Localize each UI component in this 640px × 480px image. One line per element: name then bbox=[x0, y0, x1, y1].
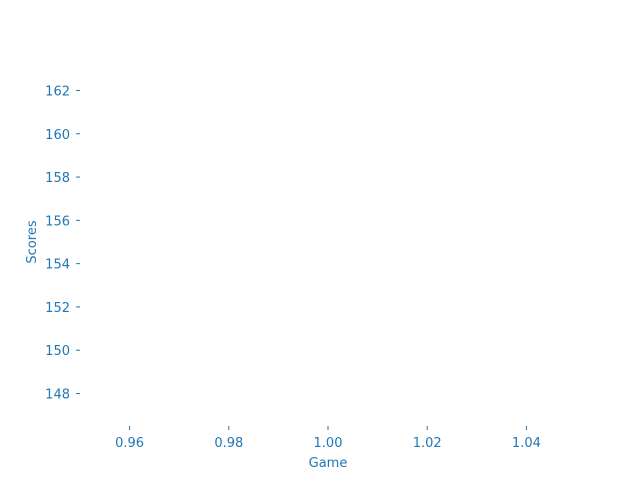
y-tick-label: 160 bbox=[45, 128, 70, 143]
y-axis-label: Scores bbox=[25, 220, 40, 263]
x-tick-label: 0.96 bbox=[115, 436, 144, 451]
x-axis: 0.96 0.98 1.00 1.02 1.04 bbox=[115, 426, 541, 451]
y-tick-label: 150 bbox=[45, 344, 70, 359]
y-tick-label: 158 bbox=[45, 171, 70, 186]
y-tick-label: 162 bbox=[45, 84, 70, 99]
x-tick-label: 0.98 bbox=[214, 436, 243, 451]
y-tick-label: 148 bbox=[45, 388, 70, 403]
x-axis-label: Game bbox=[309, 456, 348, 471]
y-tick-label: 156 bbox=[45, 214, 70, 229]
y-axis: 148 150 152 154 156 158 160 162 bbox=[45, 84, 80, 403]
x-tick-label: 1.02 bbox=[413, 436, 442, 451]
y-tick-label: 154 bbox=[45, 258, 70, 273]
y-tick-label: 152 bbox=[45, 301, 70, 316]
x-tick-label: 1.00 bbox=[314, 436, 343, 451]
x-tick-label: 1.04 bbox=[512, 436, 541, 451]
